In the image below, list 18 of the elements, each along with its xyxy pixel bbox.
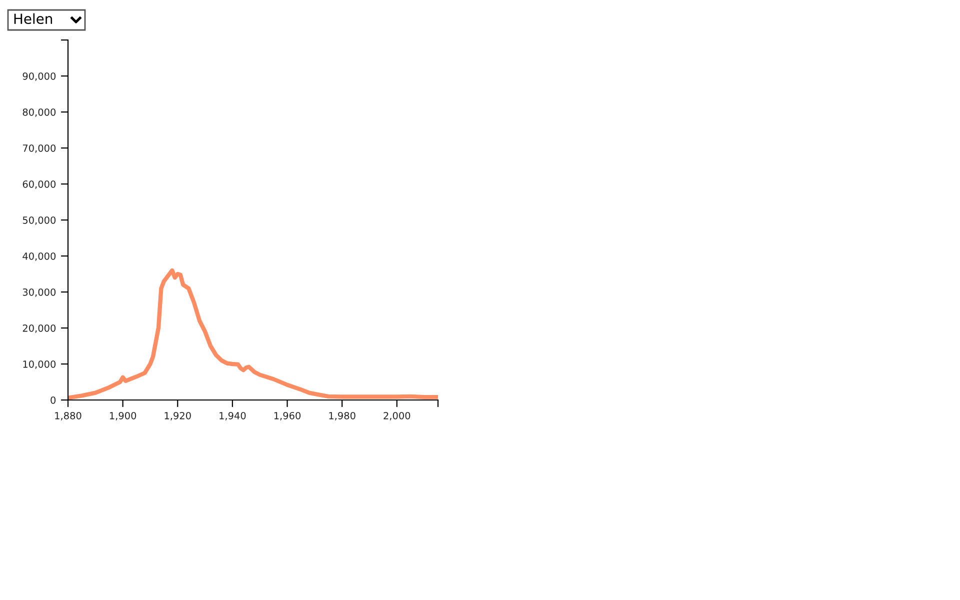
y-tick-label: 90,000 bbox=[22, 72, 56, 81]
y-tick-label: 20,000 bbox=[22, 324, 56, 333]
y-tick-label: 30,000 bbox=[22, 288, 56, 297]
x-tick-label: 1,920 bbox=[164, 412, 191, 420]
chart-title: Helen bbox=[14, 13, 52, 24]
x-tick-label: 1,960 bbox=[274, 412, 301, 420]
y-tick-label: 80,000 bbox=[22, 108, 56, 117]
y-tick-label: 40,000 bbox=[22, 252, 56, 261]
x-tick-label: 1,880 bbox=[55, 412, 82, 420]
x-tick-label: 1,940 bbox=[220, 412, 246, 420]
y-tick-label: 0 bbox=[50, 396, 56, 404]
x-tick-label: 1,980 bbox=[329, 412, 356, 420]
x-tick-label: 2,000 bbox=[384, 412, 410, 420]
y-tick-label: 10,000 bbox=[23, 360, 56, 369]
x-tick-label: 1,900 bbox=[110, 412, 136, 420]
y-tick-label: 70,000 bbox=[22, 144, 56, 153]
y-tick-label: 50,000 bbox=[22, 216, 56, 225]
y-tick-label: 60,000 bbox=[22, 180, 56, 189]
